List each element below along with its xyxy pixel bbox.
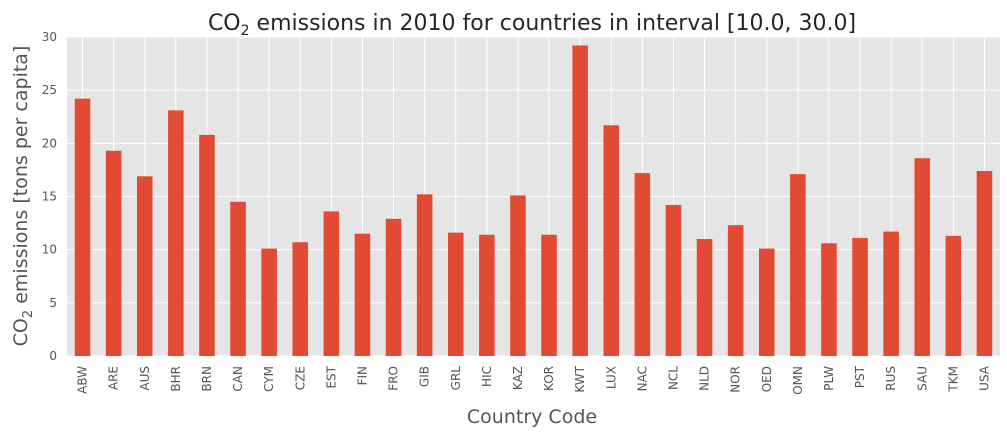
x-tick-label: OED [760, 366, 774, 392]
bar-nor [727, 225, 744, 356]
bar-usa [976, 170, 993, 356]
x-axis-label: Country Code [467, 406, 597, 428]
bar-tkm [945, 235, 962, 356]
chart-title-subscript: 2 [241, 23, 250, 39]
y-tick-label: 5 [49, 296, 57, 310]
bar-fin [354, 233, 371, 356]
x-tick-label: NCL [666, 366, 680, 390]
bar-are [105, 150, 122, 356]
y-tick-label: 15 [42, 190, 57, 204]
bar-hic [479, 234, 495, 356]
x-tick-label: NOR [729, 366, 743, 393]
y-tick-label: 25 [42, 83, 57, 97]
x-tick-label: EST [324, 365, 338, 388]
bar-lux [603, 125, 620, 356]
x-tick-label: RUS [884, 366, 898, 391]
y-tick-label: 30 [42, 30, 57, 44]
bar-bhr [168, 110, 184, 357]
bar-oed [758, 248, 775, 356]
bar-aus [136, 176, 153, 356]
bar-omn [790, 174, 806, 356]
bar-gib [416, 194, 433, 356]
y-tick-label: 0 [49, 349, 57, 363]
x-tick-label: GRL [449, 366, 463, 391]
bar-kaz [510, 195, 526, 356]
bar-pst [852, 237, 868, 356]
bar-rus [883, 231, 899, 356]
x-tick-label: CYM [262, 366, 276, 392]
bar-cym [261, 248, 277, 356]
y-axis-label: CO2 emissions [tons per capita] [10, 46, 36, 347]
bar-grl [447, 232, 464, 356]
x-tick-label: FIN [355, 366, 369, 385]
chart-title-suffix: emissions in 2010 for countries in inter… [250, 11, 857, 36]
bar-kwt [572, 45, 588, 357]
y-tick-labels: 0 5 10 15 20 25 30 [42, 30, 57, 363]
bar-sau [914, 158, 931, 356]
x-tick-label: LUX [604, 366, 618, 389]
x-tick-label: HIC [480, 366, 494, 387]
bar-est [323, 211, 340, 356]
x-tick-label: CZE [293, 366, 307, 390]
bar-brn [199, 134, 215, 356]
x-tick-label: AUS [138, 366, 152, 391]
y-tick-label: 10 [42, 243, 57, 257]
bar-fro [385, 218, 402, 356]
x-tick-label: SAU [915, 366, 929, 391]
bar-can [230, 201, 246, 356]
y-tick-label: 20 [42, 136, 57, 150]
bar-abw [74, 98, 91, 356]
x-tick-label: NAC [635, 366, 649, 391]
y-axis-label-subscript: 2 [21, 310, 36, 318]
bar-nac [634, 173, 651, 356]
x-tick-label: KAZ [511, 366, 525, 390]
bars [74, 45, 993, 357]
x-tick-label: KWT [573, 365, 587, 392]
x-tick-label: OMN [791, 366, 805, 395]
x-tick-labels: ABW ARE AUS BHR BRN CAN CYM CZE EST FIN FRO GIB GRL H… [76, 365, 992, 395]
x-tick-label: FRO [387, 366, 401, 391]
x-tick-label: GIB [418, 366, 432, 387]
chart-title: CO2 emissions in 2010 for countries in i… [208, 11, 856, 39]
y-axis-label-prefix: CO [10, 318, 32, 346]
x-tick-label: BHR [169, 366, 183, 392]
x-tick-label: USA [977, 365, 991, 391]
bar-ncl [665, 205, 682, 356]
x-tick-label: CAN [231, 366, 245, 392]
y-axis-label-suffix: emissions [tons per capita] [10, 46, 32, 310]
bar-nld [696, 239, 713, 356]
x-tick-label: TKM [946, 366, 960, 393]
x-tick-label: BRN [200, 366, 214, 392]
x-tick-label: ARE [107, 366, 121, 390]
bar-kor [541, 234, 557, 356]
bar-cze [292, 242, 309, 356]
x-tick-label: PLW [822, 366, 836, 391]
chart-title-prefix: CO [208, 11, 241, 36]
x-tick-label: KOR [542, 366, 556, 391]
x-tick-label: NLD [698, 366, 712, 391]
x-tick-label: PST [853, 365, 867, 388]
x-tick-label: ABW [76, 366, 90, 394]
bar-plw [821, 243, 837, 356]
